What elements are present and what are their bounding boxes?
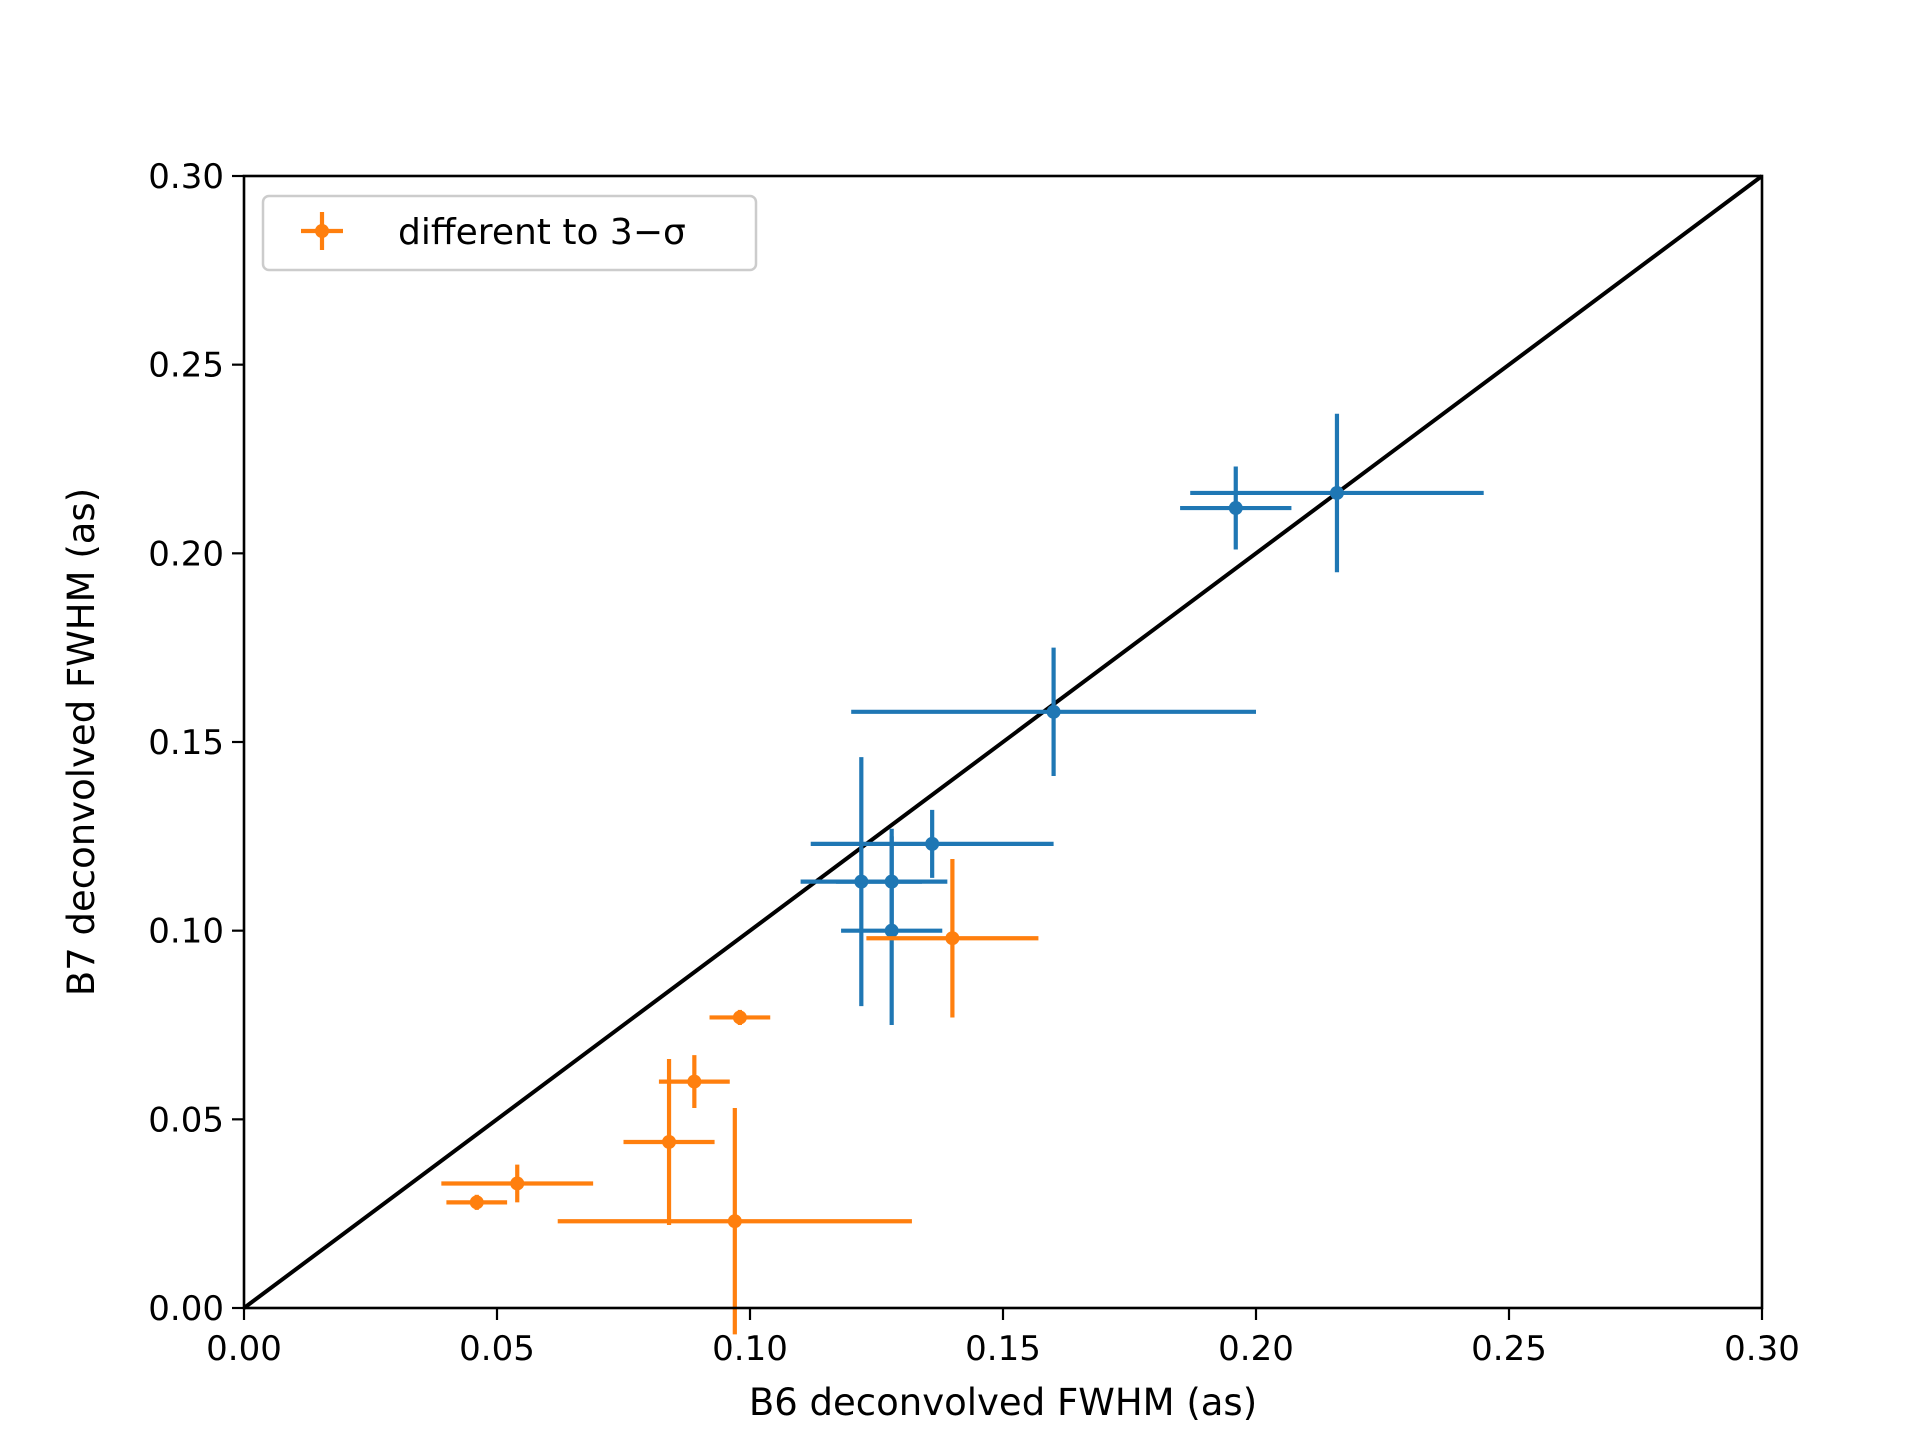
plot-frame: [242, 174, 1764, 1310]
x-axis-ticks: 0.00 0.05 0.10 0.15 0.20 0.25 0.30: [206, 1308, 1800, 1369]
y-tick-label: 0.25: [148, 346, 224, 386]
legend-box: [261, 194, 758, 272]
legend-marker: [301, 212, 343, 250]
point-marker: [510, 1176, 525, 1191]
series-1: [441, 858, 1039, 1335]
y-tick-label: 0.10: [148, 912, 224, 952]
legend: different to 3−σ: [261, 194, 758, 272]
point-marker: [945, 931, 960, 946]
data-point: [810, 809, 1054, 878]
data-point: [866, 858, 1039, 1018]
point-marker: [732, 1010, 747, 1025]
legend-dot: [315, 224, 329, 238]
x-tick-label: 0.25: [1471, 1329, 1547, 1369]
x-tick-label: 0.30: [1724, 1329, 1800, 1369]
y-tick-label: 0.00: [148, 1289, 224, 1329]
data-point: [557, 1108, 912, 1335]
y-axis-label: B7 deconvolved FWHM (as): [60, 488, 103, 996]
x-tick-label: 0.15: [965, 1329, 1041, 1369]
point-marker: [687, 1074, 702, 1089]
identity-line-path: [242, 174, 1764, 1310]
data-points: [441, 413, 1484, 1335]
series-0: [800, 413, 1484, 1025]
data-point: [1180, 466, 1292, 550]
data-point: [441, 1164, 594, 1203]
data-point: [446, 1194, 508, 1210]
x-tick-label: 0.05: [459, 1329, 535, 1369]
point-marker: [1046, 704, 1061, 719]
y-tick-label: 0.05: [148, 1100, 224, 1140]
x-tick-label: 0.20: [1218, 1329, 1294, 1369]
y-tick-label: 0.15: [148, 723, 224, 763]
point-marker: [884, 923, 899, 938]
x-tick-label: 0.00: [206, 1329, 282, 1369]
x-tick-label: 0.10: [712, 1329, 788, 1369]
point-marker: [662, 1134, 677, 1149]
data-point: [1190, 413, 1484, 573]
point-marker: [1228, 501, 1243, 516]
point-marker: [925, 836, 940, 851]
point-marker: [727, 1214, 742, 1229]
y-tick-label: 0.20: [148, 534, 224, 574]
legend-entry-label: different to 3−σ: [398, 212, 686, 253]
data-point: [623, 1058, 715, 1225]
data-point: [841, 836, 943, 1025]
x-axis-label: B6 deconvolved FWHM (as): [749, 1381, 1257, 1424]
point-marker: [469, 1195, 484, 1210]
y-tick-label: 0.30: [148, 157, 224, 197]
y-axis-ticks: 0.00 0.05 0.10 0.15 0.20 0.25 0.30: [148, 157, 244, 1329]
identity-line: [242, 174, 1764, 1310]
point-marker: [1329, 485, 1344, 500]
data-point: [709, 1009, 771, 1025]
data-point: [851, 647, 1256, 776]
